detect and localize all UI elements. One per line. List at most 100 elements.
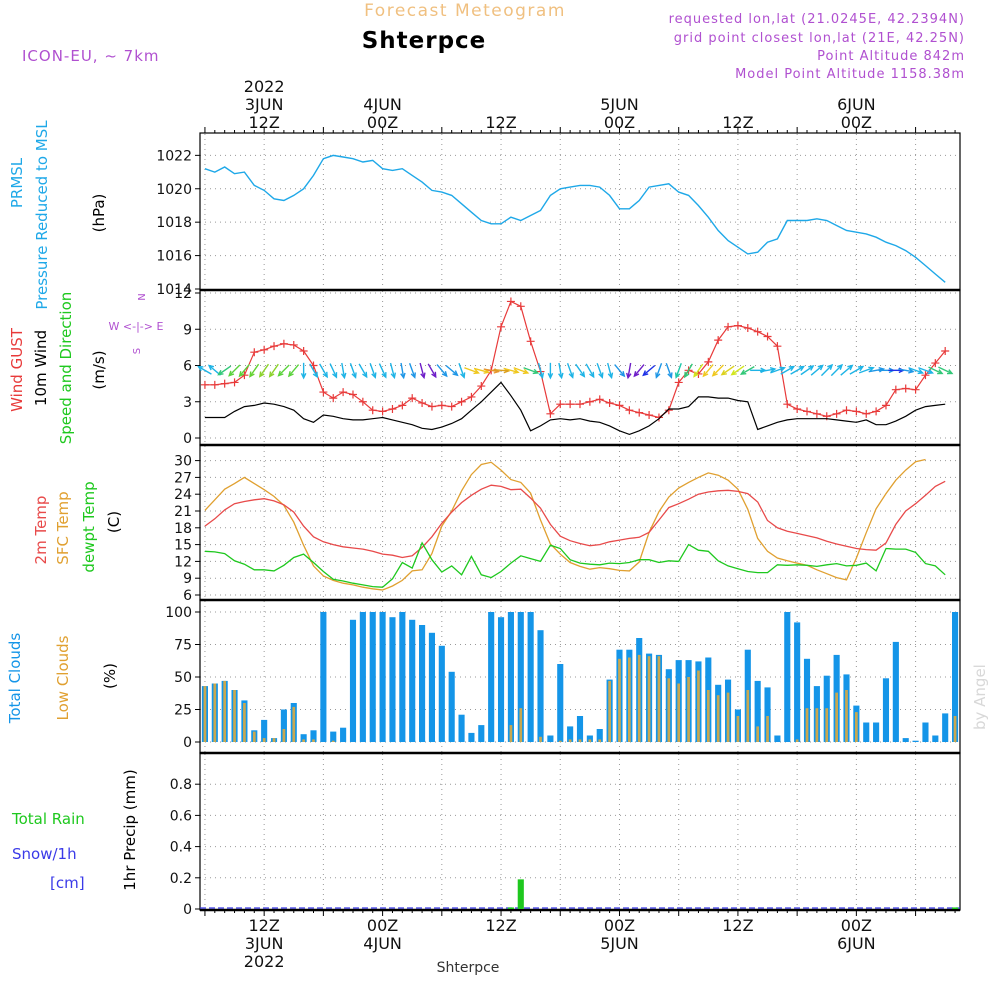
wind-arrow-head: [937, 369, 944, 375]
wind-arrow-head: [332, 372, 338, 379]
wind-arrow-head: [277, 370, 284, 377]
low-cloud-bar: [637, 654, 641, 742]
gust-marker: [447, 402, 456, 411]
time-label-bottom: 5JUN: [600, 934, 639, 953]
wind-arrow: [840, 364, 853, 376]
wind-arrow: [918, 367, 933, 374]
gust-marker: [418, 398, 427, 407]
wind-arrow-head: [836, 363, 844, 370]
low-cloud-bar: [213, 683, 217, 742]
grid-point-coords: grid point closest lon,lat (21E, 42.25N): [674, 31, 965, 46]
panels: 1014101610181020102203691269121518212427…: [156, 127, 961, 918]
panel-frame: [199, 444, 961, 601]
low-cloud-bar: [282, 729, 286, 742]
gust-marker: [803, 407, 812, 416]
gust-marker: [931, 359, 940, 368]
total-cloud-bar: [863, 722, 870, 742]
gust-marker: [368, 406, 377, 415]
wind-arrow: [790, 365, 804, 375]
wind-arrow-head: [857, 365, 865, 372]
point-altitude: Point Altitude 842m: [817, 49, 965, 64]
low-cloud-bar: [292, 706, 296, 742]
wind-arrow-head: [769, 366, 777, 373]
wind-unit: (m/s): [90, 350, 108, 389]
gust-marker: [595, 395, 604, 404]
temp-dew-label: dewpt Temp: [80, 481, 98, 572]
precip-unit: 1hr Precip (mm): [121, 769, 139, 890]
precip-snow-unit: [cm]: [50, 874, 85, 892]
wind-arrow-head: [702, 371, 709, 378]
wind-arrow: [731, 365, 745, 376]
wind-arrow: [408, 363, 416, 378]
wind-arrow-head: [513, 368, 520, 374]
low-cloud-bar: [795, 739, 799, 742]
wind-arrow-head: [579, 371, 586, 378]
time-label-top: 00Z: [841, 113, 872, 132]
wind-arrow: [493, 368, 509, 372]
pressure-series: [204, 154, 946, 283]
wind-arrow: [239, 364, 250, 377]
wind-arrow-head: [788, 365, 796, 372]
low-cloud-bar: [756, 726, 760, 742]
gust-marker: [714, 336, 723, 345]
cloud-series: [201, 612, 959, 742]
precip-snow-label: Snow/1h: [12, 845, 77, 863]
total-cloud-bar: [873, 722, 880, 742]
total-cloud-bar: [478, 725, 485, 742]
panel-pressure: 1014 1016 1018 1020 1022: [156, 132, 961, 298]
total-cloud-bar: [300, 734, 307, 742]
wind-arrow: [558, 362, 563, 378]
wind-arrow: [596, 363, 603, 378]
wind-arrow: [575, 363, 585, 377]
time-label-bottom: 00Z: [841, 916, 872, 935]
y-tick-label: 12: [174, 554, 192, 570]
gust-marker: [477, 382, 486, 391]
gust-marker: [645, 411, 654, 420]
low-cloud-bar: [272, 738, 276, 742]
gust-marker: [526, 337, 535, 346]
wind-arrow-head: [908, 368, 915, 374]
total-cloud-bar: [517, 612, 524, 742]
total-cloud-bar: [754, 680, 761, 742]
gust-marker: [388, 405, 397, 413]
y-tick-label: 21: [174, 504, 192, 520]
total-cloud-bar: [330, 731, 337, 742]
low-cloud-bar: [628, 657, 631, 742]
wind-arrow-head: [547, 373, 554, 380]
y-tick-label: 1016: [156, 249, 192, 265]
low-cloud-bar: [608, 680, 611, 742]
low-cloud-bar: [302, 739, 305, 742]
y-tick-label: 6: [183, 588, 192, 604]
gust-marker: [891, 385, 900, 394]
wind-arrow-head: [473, 368, 480, 375]
y-tick-label: 1020: [156, 182, 192, 198]
model-altitude: Model Point Altitude 1158.38m: [735, 67, 965, 82]
wind-arrow-head: [287, 371, 294, 378]
total-cloud-bar: [576, 716, 584, 742]
wind-arrow-head: [642, 370, 649, 377]
time-label-bottom: 4JUN: [363, 934, 402, 953]
gust-marker: [437, 401, 446, 410]
wind-arrow: [288, 364, 300, 377]
total-cloud-bar: [379, 612, 386, 742]
wind-arrow-head: [655, 372, 661, 379]
total-cloud-bar: [261, 719, 268, 742]
wind-arrow-head: [371, 372, 377, 379]
wind-arrow: [427, 363, 437, 378]
gust-marker: [763, 332, 772, 341]
low-cloud-bar: [331, 740, 335, 742]
gust-marker: [279, 339, 288, 348]
low-cloud-bar: [243, 703, 246, 742]
low-cloud-bar: [262, 738, 266, 742]
time-label-bottom: 12Z: [248, 916, 279, 935]
gust-marker: [625, 406, 634, 415]
total-cloud-bar: [882, 678, 890, 742]
gust-marker: [704, 357, 713, 366]
y-tick-label: 24: [174, 487, 192, 503]
gust-marker: [615, 401, 624, 410]
wind-arrow: [665, 363, 673, 378]
pressure-unit: (hPa): [90, 194, 108, 233]
total-cloud-bar: [557, 664, 564, 742]
wind-arrow: [830, 364, 843, 377]
gust-marker: [250, 348, 259, 357]
